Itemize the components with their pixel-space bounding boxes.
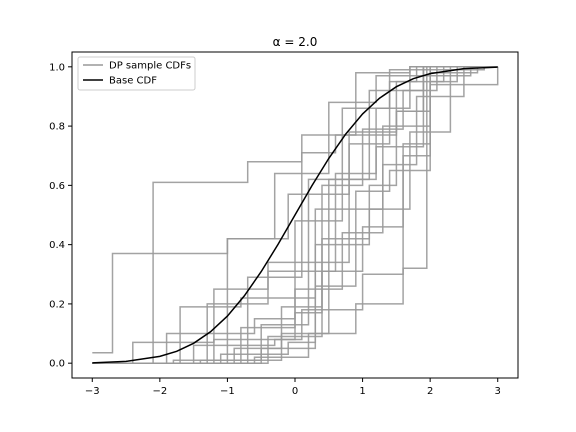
x-tick-label: 1 — [359, 386, 365, 397]
sample-cdf-6 — [92, 66, 498, 364]
legend-label-base: Base CDF — [109, 76, 157, 87]
legend-box — [77, 56, 196, 91]
x-tick-label: 3 — [495, 386, 501, 397]
sample-cdf-7 — [92, 66, 498, 364]
sample-cdf-13 — [92, 66, 498, 364]
x-tick-label: 2 — [427, 386, 433, 397]
y-tick-label: 0.4 — [49, 240, 65, 251]
x-tick-label: −3 — [85, 386, 100, 397]
chart-title: α = 2.0 — [273, 35, 318, 49]
x-tick-label: −2 — [152, 386, 167, 397]
x-tick-label: 0 — [292, 386, 298, 397]
sample-cdf-18 — [92, 66, 498, 364]
y-tick-label: 0.8 — [49, 122, 65, 133]
sample-cdf-15 — [92, 66, 498, 364]
sample-cdf-17 — [92, 66, 498, 364]
x-axis: −3 −2 −1 0 1 2 3 — [85, 378, 501, 397]
y-tick-label: 0.2 — [49, 299, 65, 310]
y-tick-label: 0.0 — [49, 359, 65, 370]
y-tick-label: 0.6 — [49, 181, 65, 192]
base-cdf-line — [92, 66, 498, 364]
x-tick-label: −1 — [220, 386, 235, 397]
y-axis: 0.0 0.2 0.4 0.6 0.8 1.0 — [49, 62, 72, 370]
sample-cdf-16 — [92, 66, 498, 364]
sample-cdf-11 — [92, 66, 498, 364]
y-tick-label: 1.0 — [49, 62, 65, 73]
legend-label-samples: DP sample CDFs — [109, 61, 191, 72]
sample-cdf-5 — [92, 66, 498, 364]
legend: DP sample CDFs Base CDF — [77, 56, 196, 91]
